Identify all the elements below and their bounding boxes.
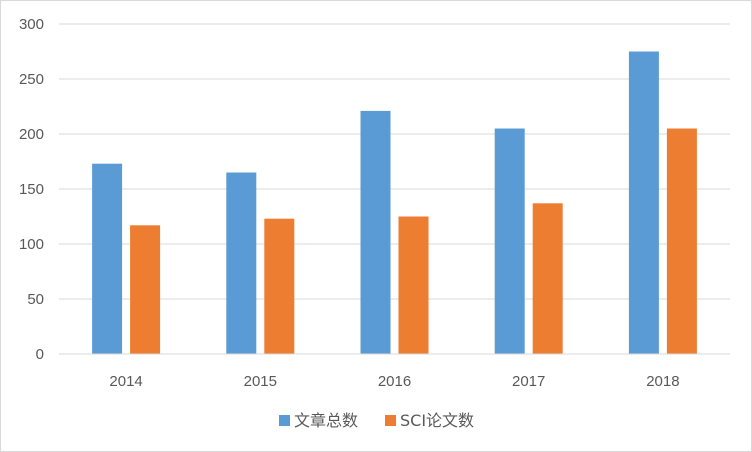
x-tick-label: 2014	[109, 373, 142, 390]
x-tick-label: 2018	[646, 373, 679, 390]
bar-total-articles-2016	[360, 110, 391, 355]
x-tick-label: 2017	[512, 373, 545, 390]
gridlines	[59, 23, 730, 300]
legend-swatch	[279, 415, 290, 426]
y-tick-label: 50	[27, 291, 44, 308]
y-tick-label: 250	[19, 71, 44, 88]
legend-label: SCI论文数	[400, 411, 474, 430]
y-tick-label: 150	[19, 181, 44, 198]
bar-sci-papers-2014	[130, 225, 161, 354]
legend-swatch	[385, 415, 396, 426]
bar-total-articles-2017	[494, 128, 525, 354]
y-tick-label: 300	[19, 16, 44, 33]
y-tick-label: 100	[19, 236, 44, 253]
bar-sci-papers-2015	[264, 218, 295, 354]
bar-total-articles-2015	[226, 172, 257, 354]
legend-label: 文章总数	[294, 411, 358, 430]
y-axis-ticks: 0 50 100 150 200 250 300	[19, 16, 44, 363]
bar-total-articles-2014	[92, 163, 123, 354]
bar-sci-papers-2017	[532, 203, 563, 354]
x-tick-label: 2016	[378, 373, 411, 390]
y-tick-label: 0	[36, 346, 44, 363]
y-tick-label: 200	[19, 126, 44, 143]
legend: 文章总数 SCI论文数	[279, 411, 474, 430]
bar-sci-papers-2018	[666, 128, 697, 354]
bar-sci-papers-2016	[398, 216, 429, 354]
bars	[92, 51, 697, 355]
bar-total-articles-2018	[628, 51, 659, 354]
x-tick-label: 2015	[244, 373, 277, 390]
x-axis-ticks: 2014 2015 2016 2017 2018	[109, 373, 679, 390]
